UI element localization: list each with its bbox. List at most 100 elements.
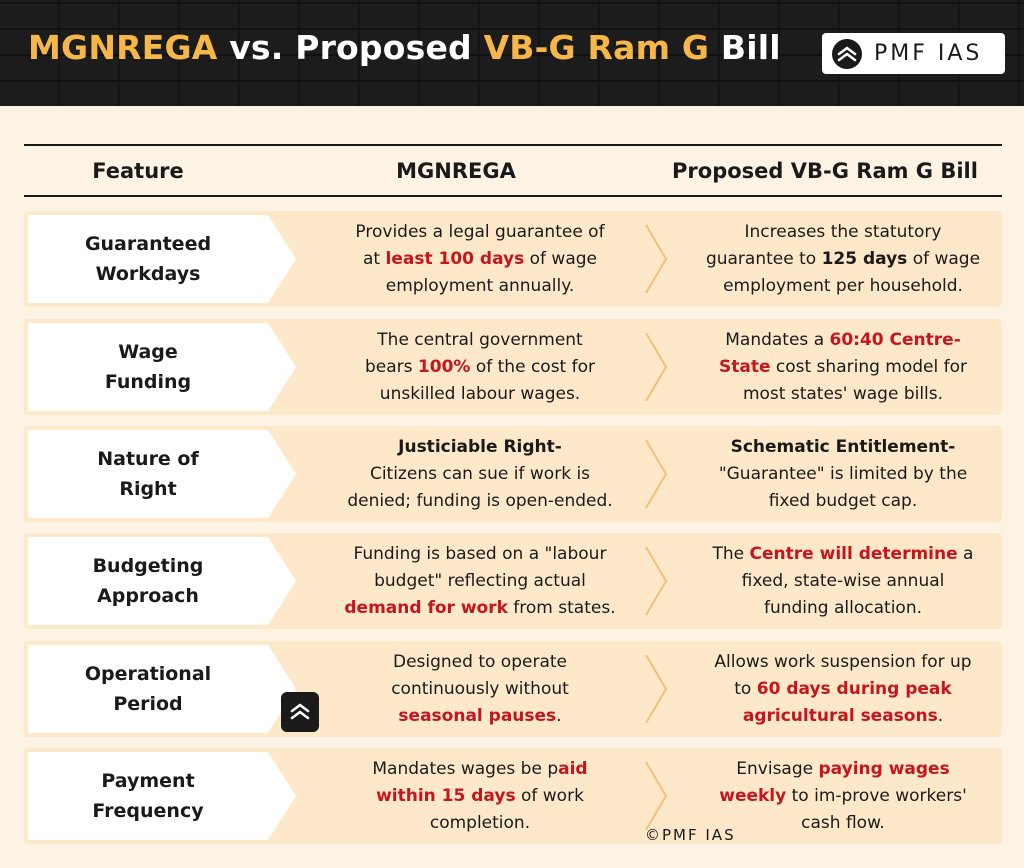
feature-label: Budgeting Approach [28,537,268,625]
cell-text: Designed to operate [392,651,567,672]
feature-line: Right [119,478,177,500]
page-title: MGNREGA vs. Proposed VB-G Ram G Bill [28,28,781,67]
cell-text: cost sharing model for [770,356,968,377]
header-banner: MGNREGA vs. Proposed VB-G Ram G Bill PMF… [0,0,1024,106]
feature-line: Period [113,693,183,715]
title-mgnrega: MGNREGA [28,28,218,67]
feature-pointer-shape [268,323,296,411]
highlight-text: agricultural seasons [742,705,938,726]
copyright-text: ©PMF IAS [645,826,736,844]
cell-text: Mandates a [725,329,830,350]
cell-text: at [363,248,386,269]
cell-text: budget" reflecting actual [374,570,586,591]
cell-text: a [957,543,974,564]
cell-text: fixed, state-wise annual [741,570,945,591]
cell-text: fixed budget cap. [768,490,918,511]
column-header-vbg: Proposed VB-G Ram G Bill [672,159,978,183]
feature-pointer-shape [268,645,296,733]
table-row: Budgeting Approach Funding is based on a "… [24,533,1002,629]
column-header-feature: Feature [92,159,184,183]
feature-label: Wage Funding [28,323,268,411]
vbg-cell: Schematic Entitlement- "Guarantee" is lim… [684,426,1002,522]
header-top-rule [24,144,1002,146]
vbg-cell: Envisage paying wages weekly to im-prove … [684,748,1002,844]
feature-label: Operational Period [28,645,268,733]
chevron-right-icon [645,546,668,616]
cell-text: "Guarantee" is limited by the [718,463,968,484]
mgnrega-cell: Designed to operate continuously without s… [296,641,664,737]
feature-pointer-shape [268,537,296,625]
cell-text: Mandates wages be p [372,758,559,779]
highlight-text: least 100 days [385,248,525,269]
feature-line: Operational [84,663,212,685]
table-row: Guaranteed Workdays Provides a legal guara… [24,211,1002,307]
feature-line: Approach [97,585,199,607]
cell-text: denied; funding is open-ended. [347,490,613,511]
cell-text: Citizens can sue if work is [369,463,591,484]
cell-text: Envisage [736,758,819,779]
vbg-cell: Increases the statutory guarantee to 125 … [684,211,1002,307]
feature-pointer-shape [268,215,296,303]
highlight-text: 100% [417,356,471,377]
highlight-text: Centre will determine [749,543,958,564]
highlight-text: weekly [719,785,787,806]
table-row: Payment Frequency Mandates wages be paid wi… [24,748,1002,844]
cell-text: of wage [524,248,597,269]
chevron-right-icon [645,439,668,509]
vbg-cell: Mandates a 60:40 Centre- State cost shari… [684,319,1002,415]
feature-line: Workdays [95,263,201,285]
cell-text: bears [365,356,418,377]
table-row: Nature of Right Justiciable Right- Citizens… [24,426,1002,522]
feature-line: Budgeting [92,555,204,577]
chevron-up-logo-icon [832,38,862,69]
cell-text: of wage [907,248,981,269]
chevron-right-icon [645,332,668,402]
chevron-right-icon [645,654,668,724]
title-bill: Bill [709,28,781,67]
feature-pointer-shape [268,752,296,840]
feature-label: Payment Frequency [28,752,268,840]
highlight-text: seasonal pauses [398,705,557,726]
cell-text: Provides a legal guarantee of [355,221,605,242]
logo-text: PMF IAS [874,41,983,66]
highlight-text: 60:40 Centre- [829,329,961,350]
cell-text: completion. [429,812,531,833]
feature-label: Nature of Right [28,430,268,518]
feature-pointer-shape [268,430,296,518]
cell-text: Funding is based on a "labour [353,543,607,564]
brand-logo: PMF IAS [822,33,1005,74]
cell-text: of work [515,785,584,806]
highlight-text: demand for work [344,597,508,618]
cell-text: employment per household. [723,275,963,296]
cell-text: . [937,705,944,726]
header-bottom-rule [24,195,1002,197]
cell-text: cash flow. [801,812,885,833]
cell-text: to [734,678,757,699]
vbg-cell: The Centre will determine a fixed, state-… [684,533,1002,629]
highlight-text: paying wages [818,758,950,779]
highlight-text: within 15 days [376,785,516,806]
feature-line: Payment [101,770,195,792]
cell-text: guarantee to [705,248,822,269]
cell-text: The central government [377,329,583,350]
cell-text: Increases the statutory [744,221,942,242]
bold-text: Justiciable Right- [398,436,562,457]
table-row: Operational Period Designed to operate cont… [24,641,1002,737]
feature-line: Frequency [92,800,204,822]
bold-text: Schematic Entitlement- [730,436,956,457]
feature-label: Guaranteed Workdays [28,215,268,303]
title-vbg: VB-G Ram G [483,28,710,67]
cell-text: from states. [507,597,616,618]
highlight-text: State [718,356,771,377]
feature-line: Nature of [97,448,199,470]
title-vs-proposed: vs. Proposed [217,28,484,67]
cell-text: of the cost for [470,356,595,377]
chevron-right-icon [645,224,668,294]
mgnrega-cell: Justiciable Right- Citizens can sue if wo… [296,426,664,522]
feature-line: Guaranteed [84,233,212,255]
cell-text: most states' wage bills. [742,383,944,404]
mgnrega-cell: Mandates wages be paid within 15 days of … [296,748,664,844]
pmf-badge-icon [281,692,319,732]
mgnrega-cell: Funding is based on a "labour budget" ref… [296,533,664,629]
feature-line: Funding [104,371,192,393]
